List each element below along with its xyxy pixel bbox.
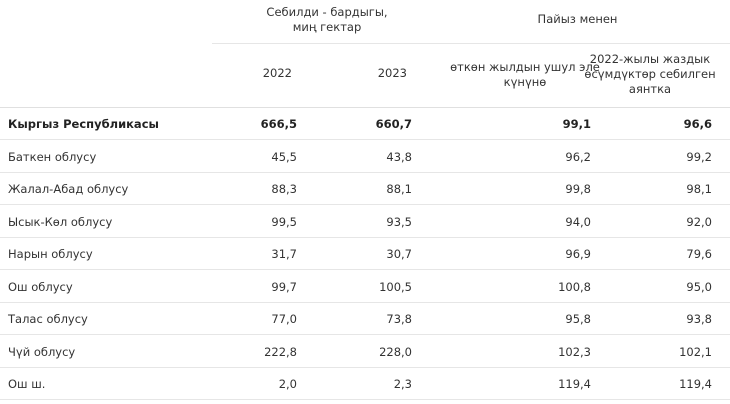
table-row: Кыргыз Республикасы 666,5 660,7 99,1 96,…	[0, 108, 730, 140]
header-prev-year: өткөн жылдын ушул эле күнүнө	[450, 60, 600, 89]
table-row: Ош ш. 2,0 2,3 119,4 119,4	[0, 368, 730, 400]
value-prev-year: 95,8	[565, 312, 591, 326]
value-2022: 45,5	[271, 149, 297, 164]
value-2022: 99,5	[271, 214, 297, 229]
table-row: Талас облусу 77,0 73,8 95,8 93,8	[0, 303, 730, 335]
value-2023: 100,5	[379, 279, 412, 294]
value-2022: 31,7	[271, 247, 297, 261]
table-row: Нарын облусу 31,7 30,7 96,9 79,6	[0, 238, 730, 270]
table-row: Жалал-Абад облусу 88,3 88,1 99,8 98,1	[0, 173, 730, 205]
header-year-2023: 2023	[377, 66, 407, 80]
value-2023: 30,7	[386, 247, 412, 261]
row-name: Талас облусу	[8, 312, 88, 326]
row-name: Ош ш.	[8, 377, 46, 391]
value-2022: 77,0	[271, 312, 297, 326]
value-sown-2022: 79,6	[686, 247, 712, 261]
header-percent: Пайыз менен	[537, 12, 618, 26]
row-name: Ысык-Көл облусу	[8, 214, 113, 229]
table-row: Ош облусу 99,7 100,5 100,8 95,0	[0, 271, 730, 303]
header-bottom-divider	[0, 107, 730, 108]
value-sown-2022: 102,1	[679, 344, 712, 359]
table-row: Чүй облусу 222,8 228,0 102,3 102,1	[0, 336, 730, 368]
table-row: Ысык-Көл облусу 99,5 93,5 94,0 92,0	[0, 206, 730, 238]
row-name: Нарын облусу	[8, 247, 93, 261]
value-2022: 99,7	[271, 279, 297, 294]
value-sown-2022: 92,0	[686, 214, 712, 229]
value-sown-2022: 119,4	[679, 377, 712, 391]
value-2022: 88,3	[271, 182, 297, 196]
value-sown-2022: 98,1	[686, 182, 712, 196]
value-prev-year: 96,2	[565, 149, 591, 164]
value-prev-year: 102,3	[558, 344, 591, 359]
row-name: Кыргыз Республикасы	[8, 117, 159, 131]
value-sown-2022: 95,0	[686, 279, 712, 294]
value-sown-2022: 93,8	[686, 312, 712, 326]
value-2023: 228,0	[379, 344, 412, 359]
value-sown-2022: 99,2	[686, 149, 712, 164]
table-row: Баткен облусу 45,5 43,8 96,2 99,2	[0, 141, 730, 173]
value-2023: 660,7	[375, 117, 412, 131]
row-name: Ош облусу	[8, 279, 73, 294]
row-name: Чүй облусу	[8, 344, 76, 359]
value-2023: 88,1	[386, 182, 412, 196]
value-prev-year: 99,1	[562, 117, 591, 131]
value-prev-year: 100,8	[558, 279, 591, 294]
value-2023: 93,5	[386, 214, 412, 229]
value-2022: 222,8	[264, 344, 297, 359]
header-divider	[212, 43, 730, 44]
header-year-2022: 2022	[262, 66, 292, 80]
row-name: Баткен облусу	[8, 149, 97, 164]
value-prev-year: 119,4	[558, 377, 591, 391]
header-area-total: Себилди - бардыгы, миң гектар	[266, 5, 388, 34]
value-sown-2022: 96,6	[683, 117, 712, 131]
value-2023: 73,8	[386, 312, 412, 326]
value-2022: 666,5	[260, 117, 297, 131]
value-2022: 2,0	[278, 377, 297, 391]
value-2023: 43,8	[386, 149, 412, 164]
row-name: Жалал-Абад облусу	[8, 182, 129, 196]
header-sown-2022: 2022-жылы жаздык өсүмдүктөр себилген аян…	[584, 52, 716, 96]
value-prev-year: 96,9	[565, 247, 591, 261]
value-prev-year: 99,8	[565, 182, 591, 196]
value-2023: 2,3	[393, 377, 412, 391]
value-prev-year: 94,0	[565, 214, 591, 229]
